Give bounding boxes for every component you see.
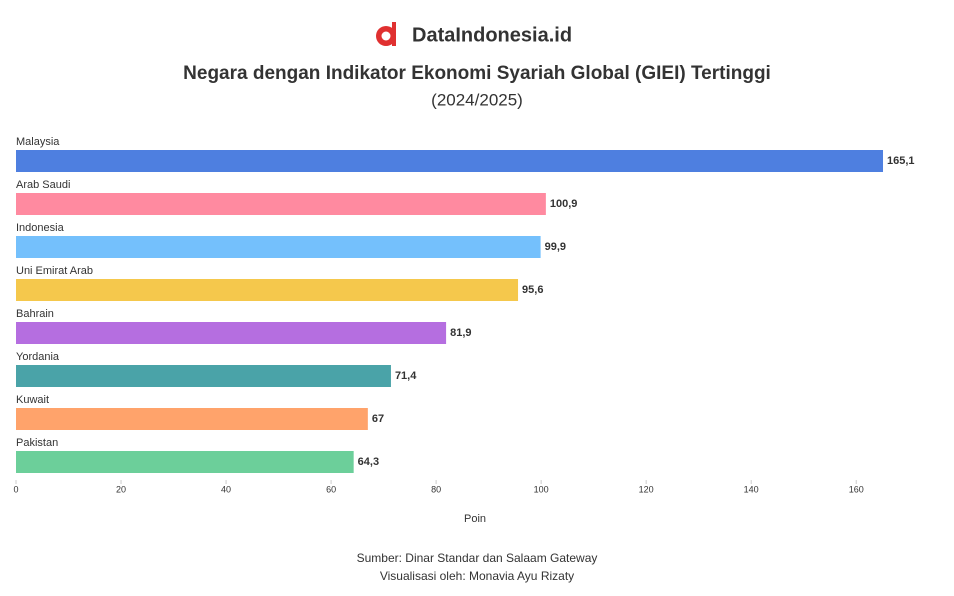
bar xyxy=(16,451,354,473)
category-label: Malaysia xyxy=(16,136,60,148)
x-tick-label: 40 xyxy=(221,484,231,494)
chart-title: Negara dengan Indikator Ekonomi Syariah … xyxy=(183,63,771,84)
x-tick-label: 20 xyxy=(116,484,126,494)
chart-subtitle: (2024/2025) xyxy=(431,90,523,109)
value-label: 165,1 xyxy=(887,155,915,167)
category-label: Indonesia xyxy=(16,222,65,234)
source: Sumber: Dinar Standar dan Salaam Gateway xyxy=(357,551,598,565)
logo xyxy=(376,22,396,46)
bar xyxy=(16,279,519,301)
bar xyxy=(16,150,884,172)
x-tick-label: 120 xyxy=(639,484,654,494)
x-tick-label: 80 xyxy=(431,484,441,494)
category-label: Pakistan xyxy=(16,437,58,449)
category-label: Uni Emirat Arab xyxy=(16,265,93,277)
bar xyxy=(16,322,447,344)
category-label: Bahrain xyxy=(16,308,54,320)
x-tick-label: 160 xyxy=(849,484,864,494)
value-label: 95,6 xyxy=(522,284,543,296)
brand: DataIndonesia.id xyxy=(412,24,572,46)
bar xyxy=(16,236,541,258)
value-label: 99,9 xyxy=(545,241,566,253)
category-label: Arab Saudi xyxy=(16,179,70,191)
bar xyxy=(16,408,368,430)
x-tick-label: 140 xyxy=(744,484,759,494)
category-label: Yordania xyxy=(16,351,60,363)
value-label: 81,9 xyxy=(450,327,471,339)
value-label: 67 xyxy=(372,413,384,425)
value-label: 100,9 xyxy=(550,198,578,210)
x-tick-label: 0 xyxy=(13,484,18,494)
value-label: 71,4 xyxy=(395,370,417,382)
x-tick-label: 60 xyxy=(326,484,336,494)
value-label: 64,3 xyxy=(358,456,379,468)
bar xyxy=(16,365,391,387)
x-tick-label: 100 xyxy=(534,484,549,494)
x-axis-label: Poin xyxy=(464,513,486,525)
bar xyxy=(16,193,546,215)
credit: Visualisasi oleh: Monavia Ayu Rizaty xyxy=(380,569,574,583)
category-label: Kuwait xyxy=(16,394,49,406)
